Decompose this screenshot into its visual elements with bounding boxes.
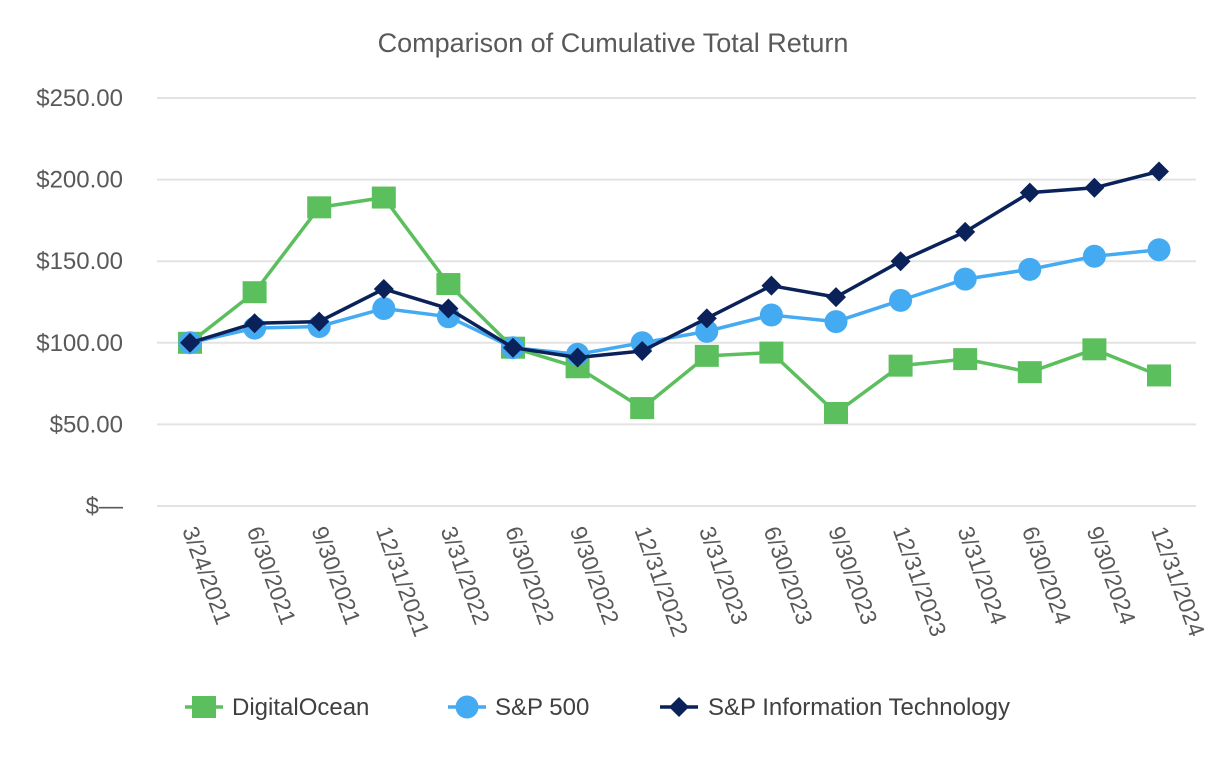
- legend-item: S&P Information Technology: [660, 694, 1010, 721]
- data-point: [1147, 238, 1171, 262]
- data-point: [759, 341, 784, 364]
- data-point: [372, 297, 396, 321]
- data-point: [1082, 338, 1107, 361]
- data-point: [824, 401, 848, 424]
- data-point: [309, 311, 330, 332]
- x-tick-label: 12/31/2021: [371, 523, 435, 640]
- y-tick-label: $—: [86, 493, 123, 520]
- data-point: [567, 347, 588, 368]
- y-tick-label: $100.00: [36, 330, 123, 357]
- legend-marker: [192, 696, 216, 718]
- series-group: [178, 161, 1171, 424]
- data-point: [888, 354, 913, 377]
- x-tick-label: 6/30/2024: [1017, 523, 1076, 628]
- data-point: [953, 267, 977, 291]
- data-point: [1082, 244, 1106, 268]
- data-point: [1149, 161, 1169, 182]
- series-line: [189, 248, 1160, 356]
- x-tick-label: 6/30/2021: [242, 523, 301, 628]
- legend: DigitalOcean S&P 500 S&P Information Techn…: [185, 694, 1010, 721]
- x-tick-label: 6/30/2023: [759, 523, 818, 628]
- data-point: [630, 397, 655, 420]
- data-point: [436, 273, 461, 296]
- series-line: [189, 169, 1160, 360]
- legend-item: DigitalOcean: [185, 694, 369, 721]
- data-point: [1017, 361, 1042, 384]
- series-2: [180, 161, 1169, 368]
- x-tick-label: 3/31/2024: [953, 523, 1012, 628]
- data-point: [890, 251, 911, 272]
- x-tick-label: 9/30/2024: [1082, 523, 1141, 628]
- x-tick-label: 3/31/2023: [694, 523, 753, 628]
- x-axis-ticks: 3/24/2021 6/30/2021 9/30/2021 12/31/2021 3/3…: [177, 523, 1210, 640]
- legend-item: S&P 500: [448, 694, 589, 721]
- series-0: [178, 186, 1171, 424]
- data-point: [696, 308, 717, 329]
- data-point: [371, 186, 396, 209]
- data-point: [632, 340, 653, 361]
- data-point: [503, 337, 523, 358]
- y-tick-label: $150.00: [36, 248, 123, 275]
- data-point: [1018, 257, 1042, 281]
- series-1: [178, 238, 1171, 366]
- x-tick-label: 3/31/2022: [436, 523, 495, 628]
- data-point: [180, 332, 200, 353]
- series-line: [188, 195, 1160, 415]
- data-point: [242, 281, 267, 304]
- data-point: [307, 196, 332, 219]
- x-tick-label: 3/24/2021: [177, 523, 236, 628]
- data-point: [373, 278, 394, 299]
- grid-lines: [157, 97, 1196, 507]
- y-tick-label: $50.00: [50, 411, 123, 438]
- data-point: [953, 348, 978, 371]
- data-point: [826, 287, 846, 308]
- data-point: [1084, 177, 1105, 198]
- data-point: [695, 319, 719, 343]
- legend-label: S&P Information Technology: [708, 694, 1010, 721]
- chart-title: Comparison of Cumulative Total Return: [378, 28, 849, 58]
- x-tick-label: 9/30/2023: [823, 523, 882, 628]
- y-axis-ticks: $— $50.00 $100.00 $150.00 $200.00 $250.00: [36, 85, 123, 520]
- data-point: [759, 303, 783, 327]
- data-point: [761, 275, 782, 296]
- legend-label: DigitalOcean: [232, 694, 369, 721]
- x-tick-label: 12/31/2024: [1146, 523, 1210, 640]
- y-tick-label: $250.00: [36, 85, 123, 112]
- data-point: [244, 313, 265, 334]
- x-tick-label: 9/30/2022: [565, 523, 624, 628]
- data-point: [694, 344, 719, 367]
- legend-marker: [455, 695, 479, 719]
- x-tick-label: 12/31/2023: [888, 523, 952, 640]
- data-point: [889, 288, 913, 312]
- x-tick-label: 6/30/2022: [500, 523, 559, 628]
- data-point: [438, 298, 459, 319]
- x-tick-label: 12/31/2022: [630, 523, 694, 640]
- data-point: [1019, 182, 1040, 203]
- data-point: [1147, 364, 1171, 387]
- x-tick-label: 9/30/2021: [307, 523, 366, 628]
- data-point: [955, 221, 976, 242]
- legend-label: S&P 500: [495, 694, 589, 721]
- data-point: [824, 310, 848, 334]
- y-tick-label: $200.00: [36, 167, 123, 194]
- legend-marker: [669, 697, 689, 717]
